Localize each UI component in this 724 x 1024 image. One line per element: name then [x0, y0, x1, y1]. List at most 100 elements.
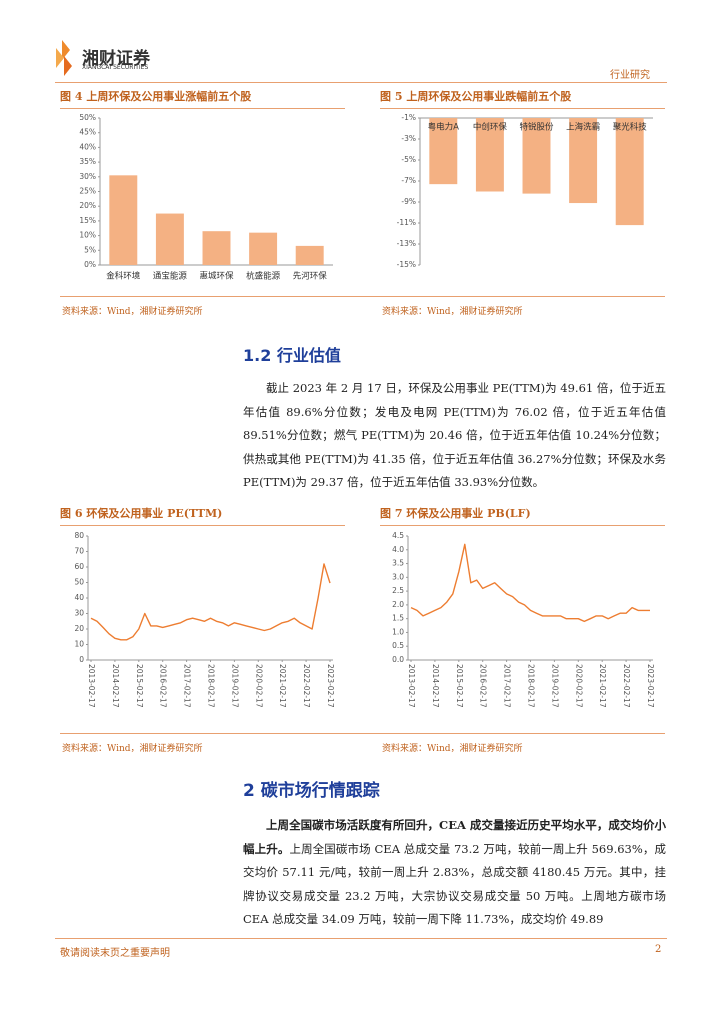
x-tick-label: 2014-02-17: [111, 664, 120, 708]
figure-title: 图 5 上周环保及公用事业跌幅前五个股: [380, 88, 665, 109]
x-tick-label: 惠城环保: [199, 271, 234, 282]
section-heading: 2 碳市场行情跟踪: [243, 781, 380, 801]
chart: 0.0 0.5 1.0 1.5 2.0 2.5 3.0 3.5 4.0 4.5 2013-02-17…: [392, 531, 655, 708]
y-tick-label: 3.0: [392, 572, 404, 581]
y-tick-label: 25%: [79, 187, 96, 196]
y-tick-label: -9%: [401, 197, 416, 206]
x-tick-label: 金科环境: [106, 271, 141, 282]
header-rule: [55, 82, 667, 83]
y-tick-label: -1%: [401, 113, 416, 122]
y-tick-label: 10%: [79, 231, 96, 240]
x-tick-label: 2021-02-17: [598, 664, 607, 708]
bar: [475, 118, 504, 192]
y-tick-label: 30: [74, 609, 84, 618]
y-tick-label: 1.0: [392, 627, 404, 636]
x-tick-label: 杭盛能源: [246, 271, 281, 282]
y-tick-label: 80: [74, 531, 84, 540]
chart: 0 10 20 30 40 50 60 70 80 2013-02-17 2014-02-17 201…: [74, 531, 335, 708]
y-tick-label: 40%: [79, 142, 96, 151]
lead: 上周全国碳市场活跃度有所回升，CEA 成交量接近历史平均水平，成交均价小幅上升。: [243, 818, 666, 856]
y-tick-label: 1.5: [392, 614, 404, 623]
y-tick-label: 70: [74, 547, 84, 556]
y-tick-label: 4.5: [392, 531, 404, 540]
y-tick-label: 40: [74, 593, 84, 602]
x-tick-label: 先河环保: [293, 271, 328, 282]
rule: [60, 296, 665, 297]
y-tick-label: 50%: [79, 113, 96, 122]
y-tick-label: 2.0: [392, 600, 404, 609]
y-tick-label: 45%: [79, 128, 96, 137]
y-tick-label: -11%: [397, 218, 416, 227]
x-tick-label: 通宝能源: [153, 271, 188, 282]
line: [90, 563, 331, 641]
x-tick-label: 2018-02-17: [207, 664, 216, 708]
x-tick-label: 粤电力A: [428, 122, 460, 133]
source: 资料来源：Wind，湘财证券研究所: [382, 307, 523, 317]
disclaimer: 敬请阅读末页之重要声明: [60, 948, 170, 959]
y-tick-label: 4.0: [392, 545, 404, 554]
y-tick-label: 35%: [79, 157, 96, 166]
y-tick-label: -3%: [401, 134, 416, 143]
logo-cn: 湘财证券: [82, 49, 150, 69]
y-tick-label: -7%: [401, 176, 416, 185]
bar: [615, 118, 644, 226]
x-tick-label: 2019-02-17: [230, 664, 239, 708]
y-tick-label: 30%: [79, 172, 96, 181]
y-tick-label: 50: [74, 578, 84, 587]
x-tick-label: 上海洗霸: [566, 122, 600, 133]
bar: [249, 232, 278, 265]
y-tick-label: 60: [74, 562, 84, 571]
y-tick-label: 2.5: [392, 586, 404, 595]
x-tick-label: 2021-02-17: [278, 664, 287, 708]
y-tick-label: 3.5: [392, 559, 404, 568]
y-tick-label: 0.0: [392, 655, 404, 664]
x-tick-label: 2015-02-17: [135, 664, 144, 708]
bar: [109, 175, 138, 265]
x-tick-label: 中创环保: [473, 122, 508, 133]
bar: [569, 118, 598, 204]
figure-title: 图 7 环保及公用事业 PB(LF): [380, 505, 665, 526]
paragraph: 上周全国碳市场活跃度有所回升，CEA 成交量接近历史平均水平，成交均价小幅上升。…: [243, 814, 666, 932]
y-tick-label: 20%: [79, 201, 96, 210]
y-tick-label: 0.5: [392, 641, 404, 650]
x-tick-label: 2017-02-17: [183, 664, 192, 708]
header-section: 行业研究: [610, 70, 650, 81]
x-tick-label: 2014-02-17: [431, 664, 440, 708]
line: [410, 543, 650, 623]
x-tick-label: 2016-02-17: [159, 664, 168, 708]
text: 上周全国碳市场 CEA 总成交量 73.2 万吨，较前一周上升 569.63%，…: [243, 841, 667, 927]
bar: [295, 245, 324, 265]
y-tick-label: 20: [74, 624, 84, 633]
rule: [60, 733, 665, 734]
x-tick-label: 2020-02-17: [254, 664, 263, 708]
source: 资料来源：Wind，湘财证券研究所: [62, 307, 203, 317]
x-tick-label: 2017-02-17: [503, 664, 512, 708]
x-tick-label: 2019-02-17: [550, 664, 559, 708]
y-tick-label: -13%: [397, 239, 416, 248]
source: 资料来源：Wind，湘财证券研究所: [62, 744, 203, 754]
y-tick-label: 0: [79, 655, 84, 664]
y-tick-label: 10: [74, 640, 84, 649]
x-tick-label: 聚光科技: [613, 122, 648, 133]
x-tick-label: 2020-02-17: [574, 664, 583, 708]
y-tick-label: 15%: [79, 216, 96, 225]
x-tick-label: 2013-02-17: [407, 664, 416, 708]
figure-title: 图 4 上周环保及公用事业涨幅前五个股: [60, 88, 345, 109]
x-tick-label: 2022-02-17: [622, 664, 631, 708]
x-tick-label: 2023-02-17: [646, 664, 655, 708]
bar: [429, 118, 458, 185]
y-tick-label: 5%: [84, 245, 96, 254]
figure-title: 图 6 环保及公用事业 PE(TTM): [60, 505, 345, 526]
logo-en: XIANGCAI SECURITIES: [82, 64, 149, 71]
bar: [155, 213, 184, 265]
x-tick-label: 特锐股份: [519, 122, 554, 133]
x-tick-label: 2015-02-17: [455, 664, 464, 708]
footer-rule: [55, 938, 667, 939]
logo-icon: [56, 40, 72, 76]
page-number: 2: [655, 944, 662, 955]
x-tick-label: 2016-02-17: [479, 664, 488, 708]
y-tick-label: -15%: [397, 260, 416, 269]
paragraph: 截止 2023 年 2 月 17 日，环保及公用事业 PE(TTM)为 49.6…: [243, 381, 666, 489]
y-tick-label: -5%: [401, 155, 416, 164]
bar: [522, 118, 551, 194]
